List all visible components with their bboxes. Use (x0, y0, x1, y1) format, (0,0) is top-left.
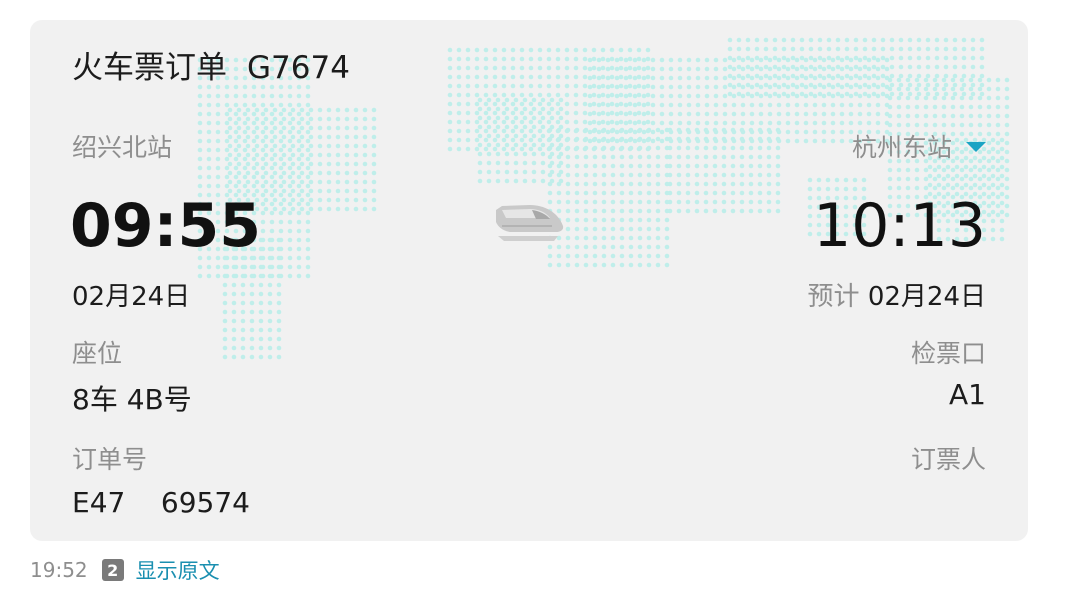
seat-value: 8车 4B号 (72, 383, 192, 416)
arrival-time: 10:13 (813, 191, 986, 261)
message-time: 19:52 (30, 558, 88, 582)
ticket-title: 火车票订单 G7674 (72, 42, 350, 87)
count-badge: 2 (101, 559, 124, 581)
seat-label: 座位 (72, 339, 123, 368)
show-original-link[interactable]: 显示原文 (135, 559, 220, 583)
gate-label: 检票口 (910, 339, 986, 368)
arrival-date: 02月24日 (867, 282, 986, 312)
arrival-station: 杭州东站 (851, 133, 952, 162)
order-number-label: 订单号 (72, 445, 148, 474)
arrival-date-group: 预计 02月24日 (808, 276, 986, 313)
estimated-label: 预计 (807, 282, 860, 312)
gate-value: A1 (949, 378, 986, 411)
triangle-down-icon[interactable] (966, 142, 986, 152)
ticket-type-label: 火车票订单 (72, 50, 227, 86)
departure-date: 02月24日 (72, 282, 191, 312)
departure-station: 绍兴北站 (72, 133, 173, 162)
high-speed-train-icon (496, 205, 564, 241)
order-number-value: E47 69574 (72, 486, 250, 519)
ticket-card[interactable]: 火车票订单 G7674 绍兴北站 杭州东站 09:55 10:13 02月24日 … (30, 20, 1028, 541)
departure-time: 09:55 (70, 191, 261, 261)
train-number: G7674 (247, 50, 350, 86)
message-footer: 19:52 2 显示原文 (30, 556, 220, 584)
world-map-background (197, 37, 1010, 360)
booker-label: 订票人 (910, 445, 986, 474)
arrival-station-selector[interactable]: 杭州东站 (852, 128, 986, 164)
